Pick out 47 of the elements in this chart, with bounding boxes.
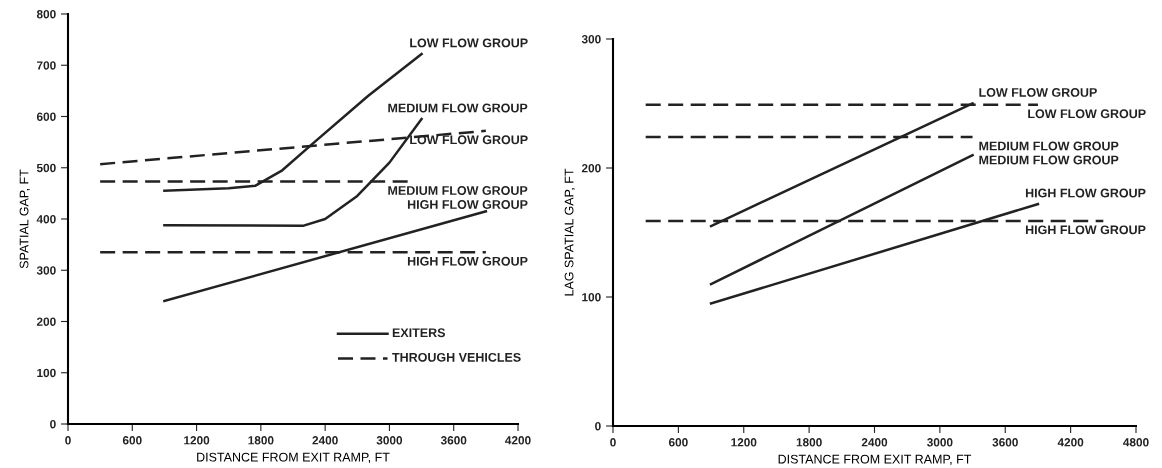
x-tick-label: 1800 [248, 436, 274, 445]
x-tick-label: 0 [65, 436, 71, 445]
annotation: EXITERS [392, 328, 445, 338]
series-label: MEDIUM FLOW GROUP [979, 155, 1119, 165]
y-tick-label: 500 [36, 163, 56, 173]
text: MEDIUM FLOW GROUP [388, 103, 528, 113]
y-tick-label: 0 [595, 422, 601, 431]
series-label: MEDIUM FLOW GROUP [388, 186, 528, 195]
x-axis-title: DISTANCE FROM EXIT RAMP, FT [778, 454, 972, 466]
x-tick-label: 3600 [992, 438, 1018, 447]
x-axis-title: DISTANCE FROM EXIT RAMP, FT [197, 452, 390, 464]
y-tick-label: 200 [36, 317, 56, 326]
y-tick-label: 700 [37, 61, 56, 70]
series-label: HIGH FLOW GROUP [407, 256, 528, 266]
y-tick-label: 600 [36, 112, 56, 121]
x-tick-label: 600 [122, 436, 142, 445]
y-tick-label: 300 [581, 35, 601, 44]
x-tick-label: 3000 [927, 438, 953, 447]
x-tick-label: 1200 [731, 438, 757, 447]
annotation: THROUGH VEHICLES [392, 352, 521, 362]
y-tick-label: 400 [36, 215, 56, 224]
series-label: LOW FLOW GROUP [979, 88, 1097, 97]
series-label: LOW FLOW GROUP [1028, 109, 1146, 119]
x-tick-label: 4200 [505, 436, 531, 445]
y-tick-label: 0 [50, 420, 56, 429]
x-tick-label: 4200 [1057, 438, 1084, 447]
series-label: HIGH FLOW GROUP [1025, 225, 1146, 235]
x-tick-label: 1200 [184, 436, 210, 445]
y-tick-label: 100 [37, 368, 56, 378]
y-axis-title: LAG SPATIAL GAP, FT [564, 168, 575, 296]
series-label: MEDIUM FLOW GROUP [979, 141, 1119, 151]
x-tick-label: 2400 [312, 436, 338, 445]
x-tick-label: 3600 [440, 436, 467, 445]
series-label: HIGH FLOW GROUP [1025, 188, 1146, 198]
y-tick-label: 800 [36, 10, 56, 19]
x-tick-label: 0 [610, 438, 616, 447]
series-label: LOW FLOW GROUP [410, 38, 528, 48]
y-tick-label: 200 [581, 164, 601, 173]
y-axis-title: SPATIAL GAP, FT [19, 169, 30, 269]
x-tick-label: 2400 [861, 438, 888, 447]
y-tick-label: 300 [36, 266, 56, 275]
x-tick-label: 3000 [376, 436, 403, 445]
x-tick-label: 1800 [796, 438, 822, 447]
x-tick-label: 600 [668, 438, 688, 447]
x-tick-label: 4800 [1123, 438, 1149, 447]
y-tick-label: 100 [582, 293, 601, 302]
series-label: HIGH FLOW GROUP [407, 200, 528, 209]
